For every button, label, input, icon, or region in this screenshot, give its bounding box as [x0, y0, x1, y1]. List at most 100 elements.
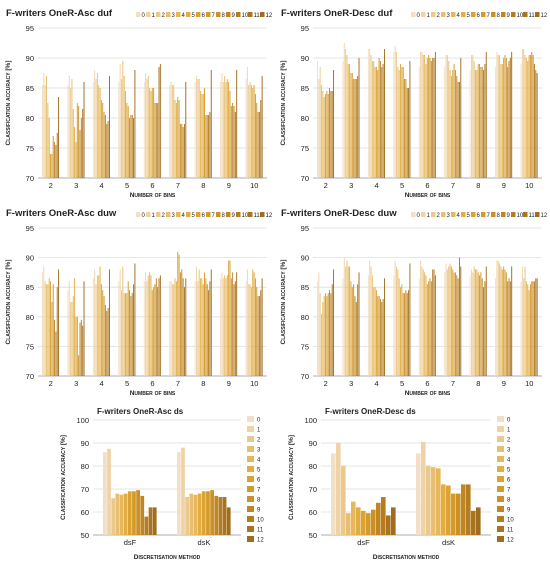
- bar: [345, 49, 347, 178]
- bar: [158, 67, 160, 178]
- bar: [68, 76, 70, 178]
- bar: [469, 70, 471, 178]
- bar: [133, 284, 135, 376]
- bar: [511, 52, 513, 178]
- x-tick-label: dsF: [124, 538, 137, 547]
- bar: [358, 272, 360, 376]
- legend-label: 10: [507, 518, 514, 524]
- bar: [406, 88, 408, 178]
- bar: [83, 82, 85, 178]
- bar: [151, 290, 153, 376]
- bar: [336, 443, 341, 535]
- bar: [146, 79, 148, 178]
- bar: [96, 275, 98, 376]
- legend-label: 9: [507, 508, 511, 514]
- legend-swatch: [247, 466, 254, 472]
- bar: [250, 85, 252, 178]
- bar: [171, 284, 173, 376]
- bar: [400, 64, 401, 178]
- bar: [134, 70, 136, 178]
- y-tick-label: 85: [301, 283, 309, 292]
- bar: [177, 97, 179, 178]
- bar: [377, 296, 379, 376]
- bar: [343, 257, 345, 376]
- legend-label: 9: [507, 213, 511, 219]
- bar: [174, 100, 176, 178]
- legend-swatch: [176, 12, 181, 17]
- bar: [75, 316, 77, 376]
- legend-swatch: [421, 12, 426, 17]
- bar: [260, 100, 262, 178]
- bar: [349, 266, 351, 376]
- bar: [126, 293, 128, 376]
- x-axis-label: Number of bins: [405, 390, 451, 397]
- bar: [319, 67, 321, 178]
- bar: [457, 82, 459, 178]
- bar: [500, 64, 502, 178]
- bar: [477, 64, 479, 178]
- bar: [144, 516, 149, 535]
- legend-label: 2: [437, 213, 441, 219]
- legend-label: 1: [152, 13, 156, 19]
- legend-swatch: [260, 212, 265, 217]
- bar: [477, 272, 479, 376]
- legend-label: 12: [507, 538, 514, 544]
- y-tick-label: 90: [301, 254, 309, 263]
- bar: [150, 91, 152, 178]
- bar: [333, 70, 335, 178]
- bar: [204, 88, 205, 178]
- bar: [523, 49, 525, 178]
- legend-label: 2: [507, 438, 511, 444]
- bar: [179, 124, 181, 178]
- y-tick-label: 95: [26, 24, 34, 33]
- bar: [245, 281, 247, 376]
- legend-label: 7: [487, 213, 491, 219]
- legend-label: 10: [242, 213, 249, 219]
- bar: [245, 79, 247, 178]
- y-tick-label: 70: [301, 174, 309, 183]
- bar: [329, 88, 331, 178]
- bar: [254, 278, 256, 376]
- bar: [503, 58, 505, 178]
- legend-swatch: [523, 212, 528, 217]
- bar: [131, 293, 133, 376]
- bar: [505, 58, 507, 178]
- chart-title: F-writers OneR-Desc ds: [325, 407, 416, 416]
- bar: [248, 85, 250, 178]
- legend-swatch: [481, 12, 486, 17]
- bar: [367, 49, 369, 178]
- bar: [155, 278, 157, 376]
- bar: [148, 507, 153, 535]
- legend-swatch: [216, 12, 221, 17]
- x-tick-label: 9: [227, 181, 231, 190]
- bar: [326, 91, 328, 178]
- x-tick-label: dsF: [357, 538, 370, 547]
- bar: [382, 64, 384, 178]
- x-tick-label: 2: [49, 379, 53, 388]
- bar: [147, 275, 149, 376]
- bar: [133, 118, 135, 178]
- bar: [222, 497, 227, 535]
- legend-swatch: [196, 212, 201, 217]
- legend-label: 5: [257, 468, 261, 474]
- legend-label: 2: [437, 13, 441, 19]
- legend-swatch: [421, 212, 426, 217]
- bar: [129, 290, 131, 376]
- bar: [178, 254, 180, 376]
- bar: [100, 100, 102, 178]
- legend-label: 8: [497, 13, 501, 19]
- bar: [421, 266, 423, 376]
- bar: [72, 296, 74, 376]
- bar: [370, 266, 372, 376]
- legend-swatch: [166, 12, 171, 17]
- bar: [355, 79, 357, 178]
- bar: [158, 278, 160, 376]
- bar: [331, 91, 333, 178]
- bar: [182, 278, 184, 376]
- bar: [252, 269, 254, 376]
- bar: [383, 278, 385, 376]
- x-tick-label: 10: [525, 181, 533, 190]
- bar: [496, 260, 498, 376]
- bar: [153, 88, 155, 178]
